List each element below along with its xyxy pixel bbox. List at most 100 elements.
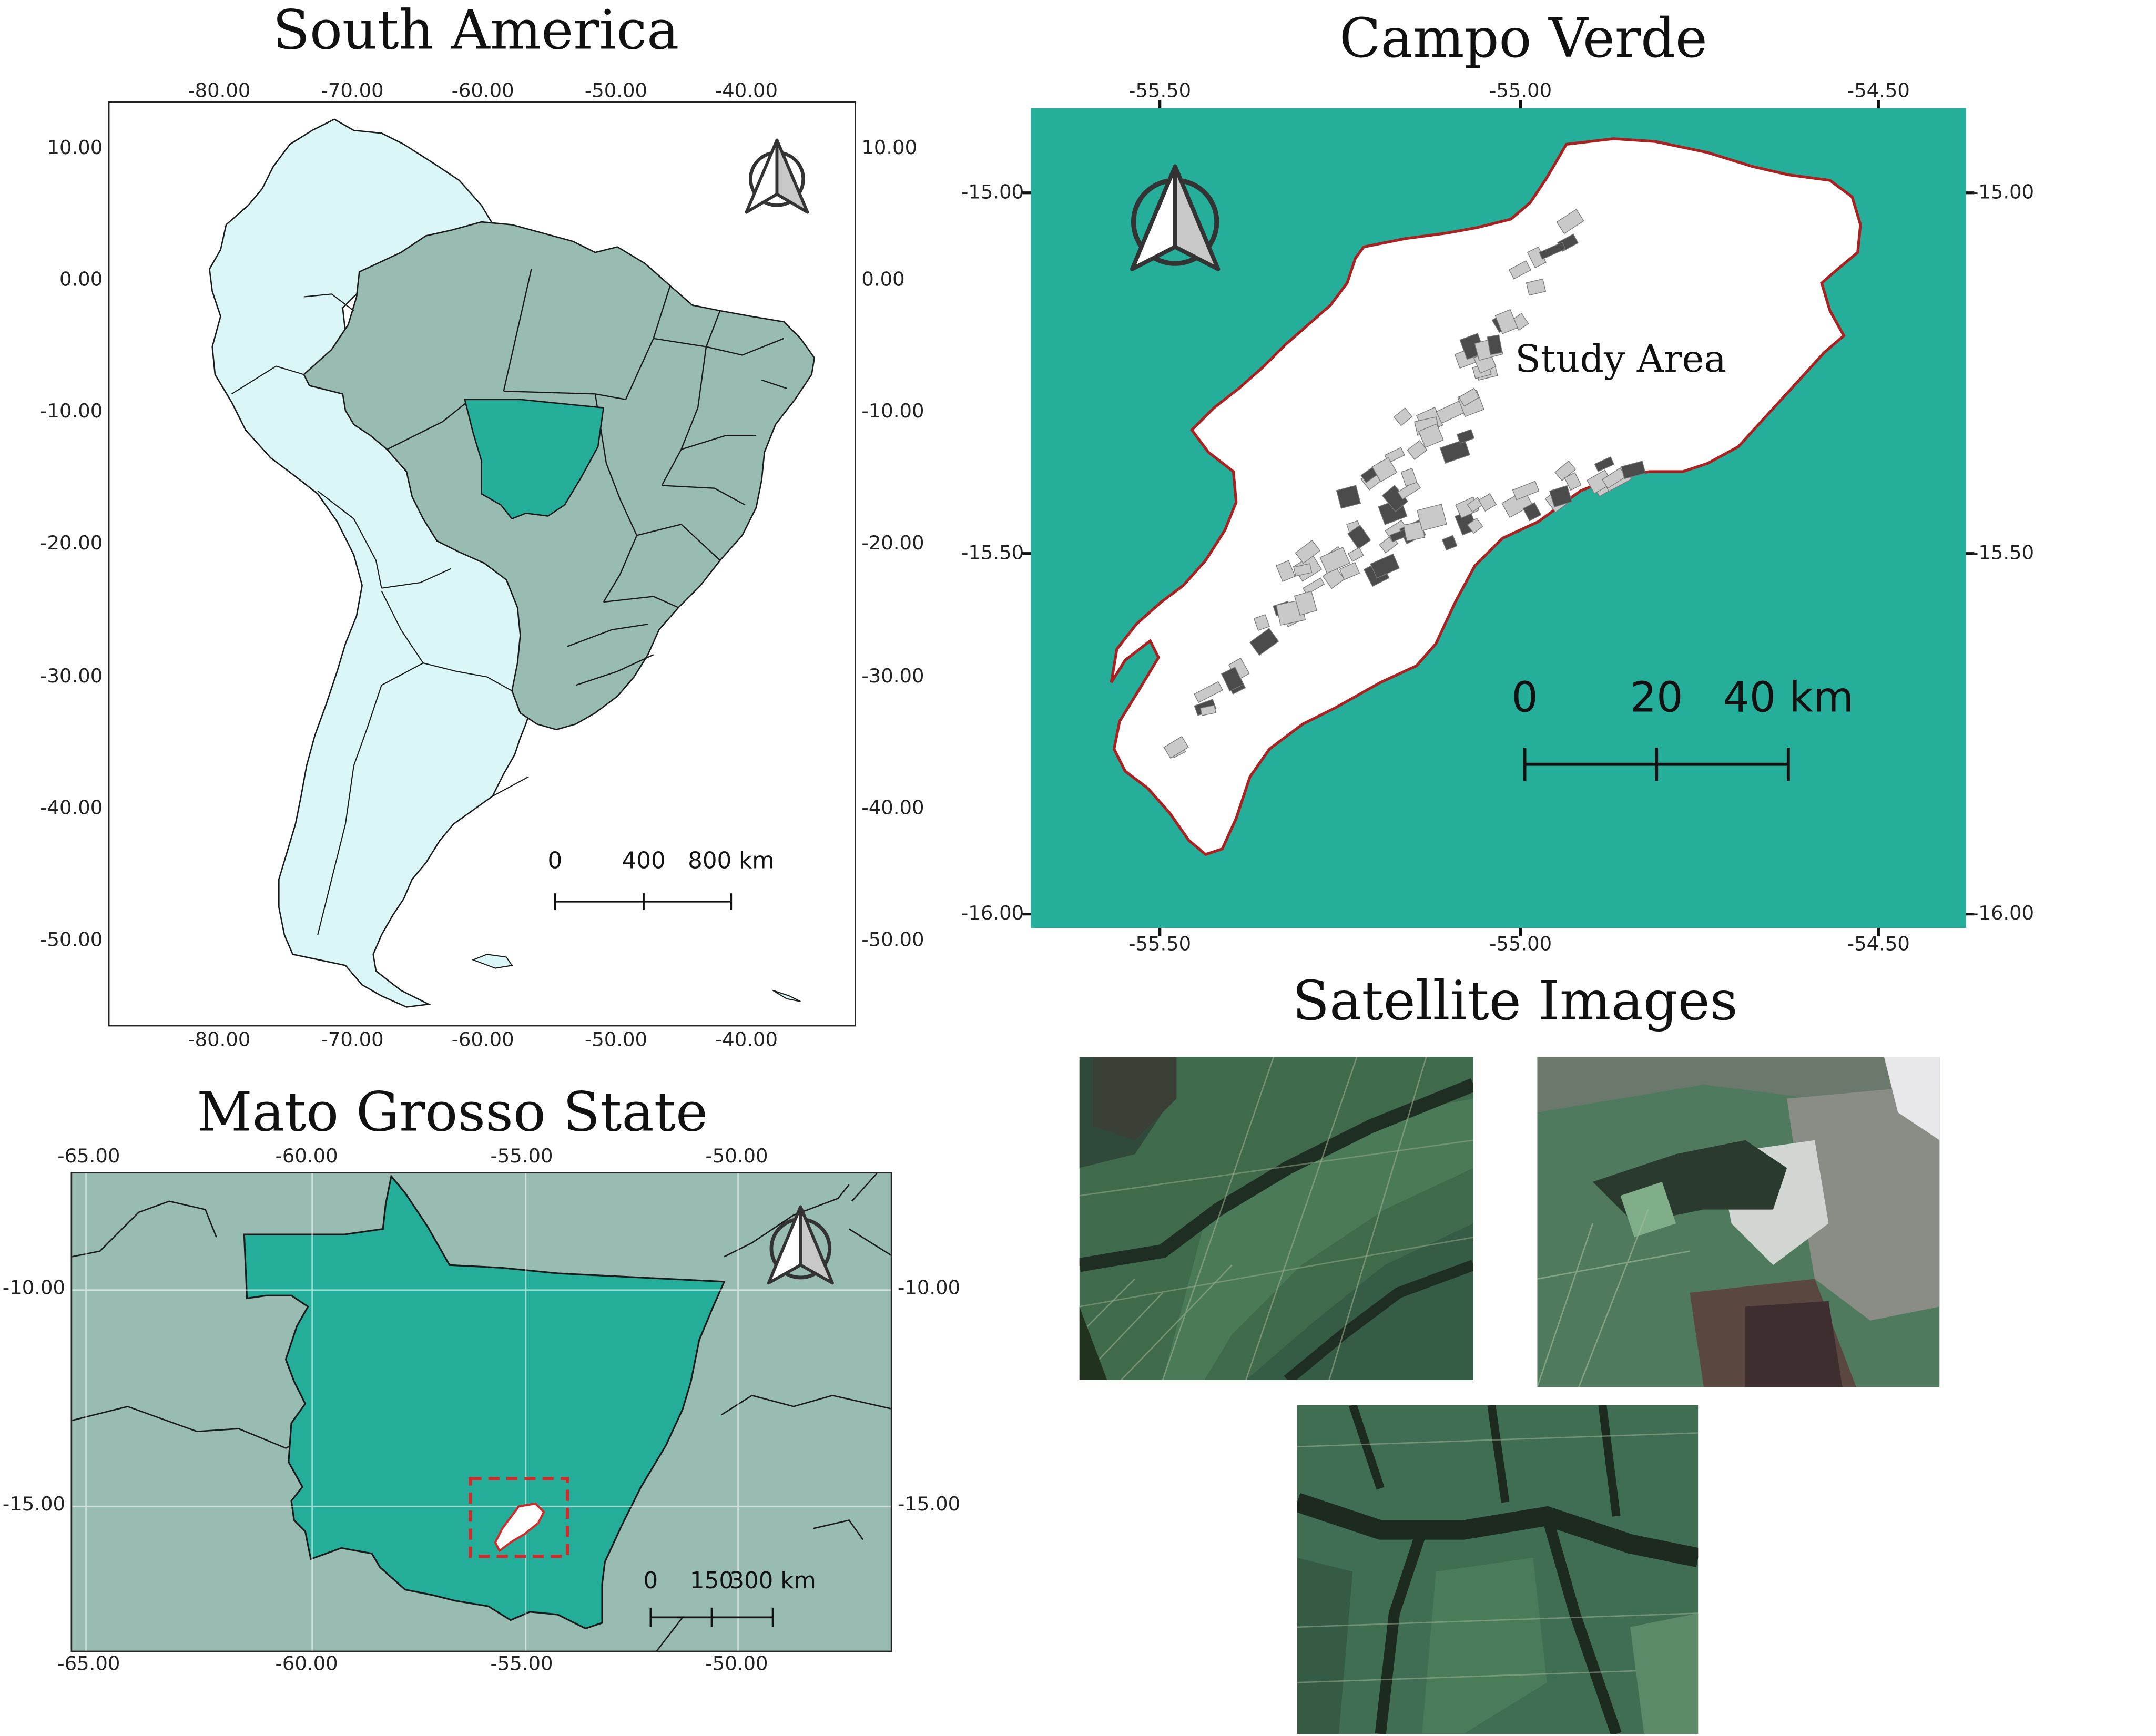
mg-bottom-tick-0: -65.00 [57, 1653, 120, 1676]
sa-right-tick-0: 10.00 [861, 137, 918, 160]
sa-left-tick-1: 0.00 [59, 269, 103, 292]
sa-left-tick-0: 10.00 [47, 137, 103, 160]
mato-grosso-title: Mato Grosso State [197, 1081, 708, 1145]
south-america-map: 0 400 800 km [108, 101, 856, 1027]
sa-scale-label-1: 400 [622, 847, 666, 874]
sa-scale-bar [554, 893, 733, 910]
crop-field [1508, 260, 1532, 280]
crop-field [1371, 457, 1398, 483]
graticule [72, 1173, 891, 1651]
crop-field [1539, 241, 1566, 260]
crop-field [1221, 667, 1244, 692]
cv-bottom-tick-1: -55.00 [1489, 933, 1552, 956]
mg-top-tick-3: -50.00 [705, 1146, 768, 1168]
sa-right-tick-2: -10.00 [861, 401, 924, 423]
cv-tick-marks [1022, 99, 1975, 936]
crop-field [1163, 736, 1189, 759]
south-america-title: South America [272, 0, 679, 63]
sa-scale-label-2: 800 km [688, 847, 775, 874]
sa-left-tick-6: -50.00 [40, 929, 103, 952]
crop-field [1400, 468, 1418, 487]
cv-scale-label-0: 0 [1511, 674, 1538, 723]
mg-scale-label-2: 300 km [729, 1567, 816, 1594]
crop-field [1347, 547, 1364, 562]
sa-right-tick-4: -30.00 [861, 666, 924, 688]
cv-bottom-tick-0: -55.50 [1128, 933, 1192, 956]
crop-fields [1163, 209, 1646, 759]
mg-scale-label-1: 150 [689, 1567, 734, 1594]
sa-top-tick-4: -40.00 [715, 80, 778, 103]
crop-field [1594, 456, 1615, 472]
cv-right-tick-1: -15.50 [1971, 542, 2035, 565]
mg-bottom-tick-3: -50.00 [705, 1653, 768, 1676]
satellite-image-3 [1297, 1405, 1699, 1734]
north-arrow-icon [1130, 164, 1221, 271]
crop-field [1294, 590, 1317, 616]
crop-field [1522, 502, 1542, 522]
crop-field [1441, 535, 1458, 551]
mg-right-tick-1: -15.00 [898, 1494, 961, 1516]
crop-field [1526, 278, 1547, 296]
crop-field [1347, 524, 1371, 549]
sa-scale-label-0: 0 [547, 847, 563, 874]
campo-verde-title: Campo Verde [1339, 8, 1707, 71]
crop-field [1293, 563, 1313, 577]
mg-top-tick-2: -55.00 [490, 1146, 553, 1168]
cv-bottom-tick-2: -54.50 [1847, 933, 1910, 956]
crop-field [1394, 407, 1413, 426]
crop-field [1478, 493, 1497, 512]
crop-field [1407, 440, 1428, 460]
study-area-box [469, 1477, 569, 1558]
study-area-mini [494, 1502, 545, 1553]
crop-field [1200, 704, 1216, 716]
crop-field [1494, 309, 1518, 334]
crop-field [1458, 387, 1480, 407]
north-arrow-icon [767, 1205, 834, 1285]
mg-left-tick-0: -10.00 [2, 1277, 66, 1300]
north-arrow-icon [745, 138, 809, 214]
cv-left-tick-0: -15.00 [961, 181, 1024, 204]
cv-left-tick-1: -15.50 [961, 542, 1024, 565]
sa-bottom-tick-2: -60.00 [451, 1029, 514, 1051]
mg-left-tick-1: -15.00 [2, 1494, 66, 1516]
sa-top-tick-1: -70.00 [321, 80, 384, 103]
cv-scale-label-1: 20 [1630, 674, 1683, 723]
mg-bottom-tick-2: -55.00 [490, 1653, 553, 1676]
country-borders [231, 293, 529, 935]
mg-scale-label-0: 0 [643, 1567, 658, 1594]
sa-top-tick-3: -50.00 [584, 80, 647, 103]
cv-right-tick-2: -16.00 [1971, 903, 2035, 925]
study-area-label: Study Area [1515, 338, 1727, 382]
mg-bottom-tick-1: -60.00 [275, 1653, 338, 1676]
mato-grosso [464, 399, 605, 520]
crop-field [1276, 560, 1296, 582]
cv-left-tick-2: -16.00 [961, 903, 1024, 925]
cv-top-tick-1: -55.00 [1489, 80, 1552, 103]
satellite-image-2 [1537, 1057, 1940, 1387]
crop-field [1487, 334, 1503, 355]
cv-right-tick-0: -15.00 [1971, 181, 2035, 204]
sa-bottom-tick-0: -80.00 [188, 1029, 251, 1051]
crop-field [1621, 461, 1646, 479]
crop-field [1249, 628, 1279, 656]
crop-field [1456, 428, 1475, 444]
sa-top-tick-0: -80.00 [188, 80, 251, 103]
crop-field [1303, 577, 1325, 595]
satellite-title: Satellite Images [1292, 971, 1738, 1034]
crop-field [1397, 480, 1421, 500]
crop-field [1512, 481, 1540, 501]
south-georgia [772, 989, 801, 1002]
sa-left-tick-5: -40.00 [40, 798, 103, 820]
sa-left-tick-4: -30.00 [40, 666, 103, 688]
sa-bottom-tick-3: -50.00 [584, 1029, 647, 1051]
satellite-image-1 [1079, 1057, 1473, 1381]
mg-top-tick-1: -60.00 [275, 1146, 338, 1168]
campo-verde-svg [1110, 137, 1862, 856]
mato-grosso-svg [72, 1173, 891, 1651]
sa-left-tick-2: -10.00 [40, 401, 103, 423]
cv-top-tick-0: -55.50 [1128, 80, 1192, 103]
crop-field [1467, 517, 1483, 534]
mato-grosso-map: 0 150 300 km [70, 1172, 892, 1652]
crop-field [1417, 504, 1447, 531]
